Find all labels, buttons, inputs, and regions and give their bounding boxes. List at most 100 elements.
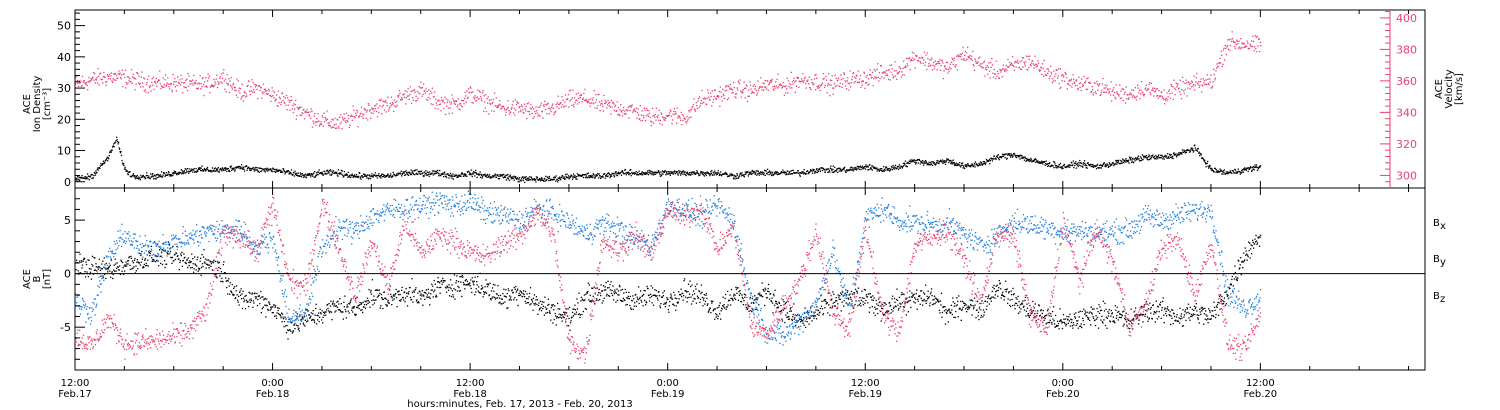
velocity-series-point: [1107, 89, 1109, 91]
density-series-point: [957, 163, 959, 165]
velocity-series-point: [1015, 66, 1017, 68]
bx-series-point: [270, 308, 272, 310]
density-series-point: [110, 151, 112, 153]
velocity-series-point: [901, 74, 904, 76]
velocity-series-point: [75, 76, 77, 78]
density-series-point: [253, 170, 256, 172]
density-series-point: [433, 170, 435, 172]
velocity-series-point: [579, 95, 581, 97]
bx-series-point: [336, 301, 338, 303]
velocity-series-point: [234, 89, 236, 91]
bx-series-point: [173, 260, 175, 262]
bx-series-point: [262, 296, 264, 298]
density-series-point: [152, 173, 154, 175]
velocity-series-point: [295, 118, 297, 120]
density-series-point: [316, 174, 318, 176]
density-series-point: [838, 170, 840, 172]
velocity-series-point: [1055, 69, 1057, 71]
velocity-series-point: [1105, 87, 1107, 89]
density-series-point: [739, 172, 742, 174]
density-series-point: [807, 170, 809, 172]
velocity-series-point: [727, 97, 730, 99]
velocity-series-point: [1175, 82, 1177, 84]
density-series-point: [199, 167, 201, 169]
density-series-point: [725, 171, 727, 174]
density-series-point: [167, 171, 170, 173]
velocity-series-point: [372, 112, 374, 114]
velocity-series-point: [669, 112, 671, 114]
bx-series-point: [87, 276, 90, 278]
density-series-point: [815, 171, 817, 174]
velocity-series-point: [326, 110, 328, 112]
density-series-point: [955, 162, 957, 164]
velocity-series-point: [1217, 65, 1219, 68]
density-series-point: [769, 173, 772, 175]
density-series-point: [216, 168, 218, 170]
velocity-series-point: [208, 77, 210, 79]
density-series-point: [1076, 162, 1078, 165]
velocity-series-point: [1010, 62, 1013, 64]
density-series-point: [517, 177, 519, 179]
velocity-series-point: [284, 97, 286, 99]
bx-series-point: [243, 301, 245, 303]
velocity-series-point: [929, 65, 931, 67]
velocity-series-point: [239, 92, 241, 94]
density-series-point: [134, 178, 137, 180]
velocity-series-point: [201, 77, 204, 80]
density-series-point: [891, 169, 894, 171]
density-series-point: [1219, 168, 1221, 170]
velocity-series-point: [1209, 78, 1211, 80]
density-series-point: [415, 172, 418, 174]
velocity-series-point: [813, 83, 815, 85]
density-series-point: [264, 168, 266, 170]
density-series-point: [1139, 160, 1141, 162]
density-series-point: [652, 172, 654, 174]
velocity-series-point: [788, 85, 790, 88]
bx-series-point: [241, 298, 243, 300]
velocity-series-point: [1192, 83, 1195, 86]
velocity-series-point: [750, 88, 752, 90]
velocity-series-point: [216, 74, 218, 76]
velocity-series-point: [825, 75, 827, 78]
velocity-series-point: [726, 89, 728, 91]
velocity-series-point: [539, 115, 541, 117]
density-series-point: [689, 173, 691, 175]
velocity-series-point: [244, 91, 246, 93]
velocity-series-point: [232, 83, 234, 86]
bx-series-point: [271, 312, 273, 314]
density-series-point: [938, 162, 940, 165]
velocity-series-point: [662, 117, 664, 119]
density-series-point: [980, 163, 982, 165]
density-series-point: [469, 174, 471, 176]
density-series-point: [852, 170, 855, 172]
velocity-series-point: [220, 73, 223, 75]
velocity-series-point: [441, 99, 443, 101]
density-series-point: [903, 162, 906, 164]
bx-series-point: [127, 260, 130, 262]
density-series-point: [204, 170, 207, 172]
density-series-point: [292, 173, 294, 176]
density-series-point: [843, 168, 845, 170]
velocity-series-point: [1106, 84, 1108, 87]
density-series-point: [1141, 159, 1143, 161]
density-series-point: [457, 175, 460, 177]
velocity-series-point: [1123, 88, 1125, 91]
velocity-series-point: [285, 94, 288, 97]
velocity-series-point: [693, 108, 696, 110]
velocity-series-point: [711, 105, 713, 107]
velocity-series-point: [363, 114, 365, 116]
density-series-point: [463, 175, 465, 177]
density-series-point: [140, 174, 142, 177]
velocity-series-point: [216, 86, 219, 89]
density-series-point: [1020, 157, 1023, 159]
density-series-point: [788, 173, 790, 175]
density-series-point: [1004, 157, 1006, 159]
velocity-series-point: [389, 102, 391, 104]
velocity-series-point: [1169, 93, 1171, 95]
velocity-series-point: [194, 83, 196, 85]
density-series-point: [764, 169, 766, 171]
velocity-series-point: [134, 89, 136, 91]
bx-series-point: [182, 259, 184, 262]
density-series-point: [760, 173, 762, 175]
density-series-point: [180, 172, 182, 174]
